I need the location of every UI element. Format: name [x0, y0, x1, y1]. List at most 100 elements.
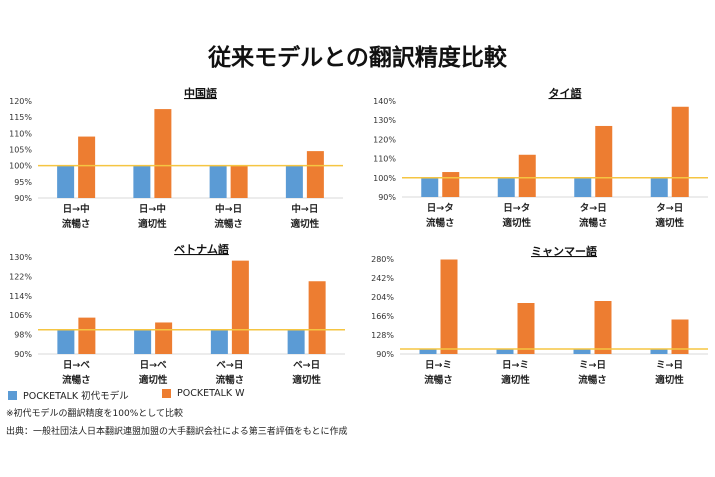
x-category-metric: 適切性 [502, 217, 531, 229]
x-category-metric: 流暢さ [579, 217, 608, 229]
x-category-metric: 流暢さ [426, 217, 455, 229]
bar-w [155, 322, 173, 354]
x-category-metric: 適切性 [292, 374, 321, 386]
x-category-metric: 適切性 [291, 218, 320, 230]
bar-w [518, 154, 536, 197]
bar-original [209, 165, 227, 198]
x-category-metric: 流暢さ [216, 374, 245, 386]
x-category-metric: 適切性 [501, 374, 530, 386]
legend-swatch-blue [8, 390, 17, 400]
baseline-note: ※初代モデルの翻訳精度を100%として比較 [6, 409, 184, 419]
bar-w [671, 106, 689, 197]
bar-original [650, 349, 668, 354]
bar-original [210, 329, 228, 354]
y-tick-label: 110% [373, 155, 396, 164]
bar-w [308, 281, 326, 354]
y-tick-label: 128% [371, 331, 394, 340]
bar-original [496, 349, 514, 354]
y-tick-label: 115% [9, 113, 32, 122]
y-tick-label: 242% [371, 274, 394, 283]
y-tick-label: 90% [14, 350, 32, 359]
x-category-direction: 日→タ [427, 202, 454, 214]
bar-original [497, 177, 515, 197]
bar-w [671, 319, 689, 354]
y-tick-label: 100% [9, 162, 32, 171]
x-category-direction: ベ→日 [216, 360, 243, 371]
chart-title: 中国語 [184, 86, 217, 100]
bar-w [154, 109, 172, 198]
chart-title: タイ語 [549, 86, 582, 100]
legend-item-w: POCKETALK W [162, 388, 245, 399]
x-category-direction: ベ→日 [293, 360, 320, 371]
y-tick-label: 166% [371, 312, 394, 321]
x-category-metric: 流暢さ [424, 374, 453, 386]
source-note: 出典：一般社団法人日本翻訳連盟加盟の大手翻訳会社による第三者評価をもとに作成 [6, 427, 348, 437]
bar-w [78, 136, 96, 198]
y-tick-label: 120% [9, 97, 32, 106]
x-category-metric: 適切性 [655, 217, 684, 229]
legend-label: POCKETALK W [177, 388, 245, 399]
legend-swatch-orange [162, 389, 171, 398]
bar-w [594, 301, 612, 354]
bar-w [230, 165, 248, 198]
bar-original [574, 177, 592, 197]
x-category-metric: 流暢さ [62, 374, 91, 386]
bar-original [573, 349, 591, 354]
x-category-metric: 適切性 [139, 374, 168, 386]
y-tick-label: 280% [371, 255, 394, 264]
x-category-direction: 日→ベ [63, 360, 90, 371]
y-tick-label: 140% [373, 97, 396, 106]
y-tick-label: 122% [9, 272, 32, 281]
y-tick-label: 120% [373, 135, 396, 144]
y-tick-label: 90% [14, 194, 32, 203]
bar-original [421, 177, 439, 197]
bar-original [419, 349, 437, 354]
x-category-direction: 日→ミ [502, 360, 529, 371]
bar-w [440, 259, 458, 354]
x-category-direction: 中→日 [215, 203, 242, 215]
chart-title: ミャンマー語 [531, 244, 597, 258]
y-tick-label: 106% [9, 311, 32, 320]
y-tick-label: 130% [9, 253, 32, 262]
bar-w [517, 303, 535, 354]
x-category-direction: タ→日 [656, 202, 683, 214]
x-category-direction: 日→ミ [425, 360, 452, 371]
x-category-metric: 流暢さ [214, 218, 243, 230]
bar-w [231, 260, 249, 354]
x-category-metric: 適切性 [138, 218, 167, 230]
legend-label: POCKETALK 初代モデル [23, 391, 129, 402]
y-tick-label: 100% [373, 174, 396, 183]
y-tick-label: 204% [371, 293, 394, 302]
y-tick-label: 90% [376, 350, 394, 359]
chart-title: ベトナム語 [174, 242, 229, 256]
y-tick-label: 114% [9, 292, 32, 301]
main-title: 従来モデルとの翻訳精度比較 [208, 45, 507, 71]
x-category-direction: 中→日 [291, 203, 318, 215]
x-category-direction: ミ→日 [579, 360, 606, 371]
bar-original [134, 329, 152, 354]
bar-w [306, 151, 324, 198]
legend-item-original: POCKETALK 初代モデル [8, 388, 129, 402]
bar-original [287, 329, 305, 354]
bar-original [650, 177, 668, 197]
x-category-direction: ミ→日 [656, 360, 683, 371]
x-category-metric: 流暢さ [578, 374, 607, 386]
bar-original [57, 165, 75, 198]
bar-original [57, 329, 75, 354]
bar-original [285, 165, 303, 198]
x-category-metric: 流暢さ [62, 218, 91, 230]
x-category-direction: 日→ベ [140, 360, 167, 371]
x-category-direction: 日→中 [139, 203, 166, 215]
y-tick-label: 98% [14, 331, 32, 340]
x-category-metric: 適切性 [655, 374, 684, 386]
bar-w [442, 172, 460, 197]
y-tick-label: 130% [373, 116, 396, 125]
bar-w [78, 317, 96, 354]
y-tick-label: 105% [9, 146, 32, 155]
x-category-direction: タ→日 [580, 202, 607, 214]
x-category-direction: 日→タ [503, 202, 530, 214]
y-tick-label: 110% [9, 129, 32, 138]
y-tick-label: 90% [378, 193, 396, 202]
